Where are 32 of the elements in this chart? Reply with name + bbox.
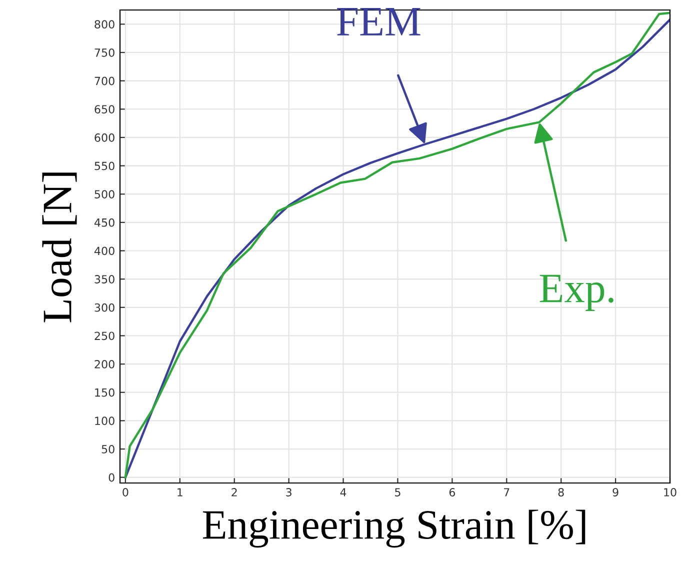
y-tick-label: 50: [102, 444, 114, 454]
y-tick-label: 100: [95, 416, 114, 426]
x-tick-label: 5: [395, 488, 400, 496]
y-tick-label: 550: [94, 162, 114, 170]
x-tick-label: 9: [612, 488, 618, 496]
x-tick-label: 3: [286, 488, 292, 496]
x-tick-label: 2: [232, 488, 237, 496]
y-tick-label: 0: [108, 473, 114, 482]
text: Exp.: [540, 274, 614, 311]
y-tick-label: 150: [95, 388, 114, 397]
y-tick-label: 750: [94, 48, 114, 57]
y-tick-label: 600: [94, 133, 114, 142]
x-tick-label: 8: [558, 488, 564, 496]
y-tick-label: 650: [94, 105, 114, 114]
x-tick-label: 10: [664, 488, 676, 496]
y-tick-label: 450: [94, 218, 114, 227]
y-tick-label: 400: [94, 246, 114, 256]
y-tick-label: 300: [94, 303, 114, 312]
x-tick-label: 4: [340, 488, 346, 496]
x-tick-label: 7: [504, 488, 510, 496]
y-tick-label: 250: [94, 332, 114, 340]
y-tick-label: 800: [94, 20, 114, 29]
y-axis-title: Load [N]: [42, 172, 77, 322]
x-tick-label: 0: [122, 488, 128, 496]
y-tick-label: 200: [94, 360, 114, 368]
text: FEM: [337, 8, 420, 36]
y-tick-label: 350: [94, 275, 114, 284]
x-tick-label: 1: [178, 488, 182, 496]
y-tick-label: 700: [94, 76, 114, 86]
x-tick-label: 6: [449, 488, 456, 496]
x-axis-title: Engineering Strain [%]: [202, 510, 586, 548]
y-tick-label: 500: [94, 190, 114, 198]
